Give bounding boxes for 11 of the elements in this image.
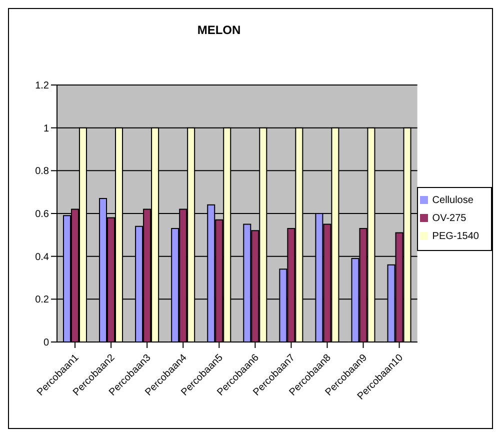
legend-label: Cellulose — [432, 194, 474, 206]
legend-label: PEG-1540 — [432, 230, 479, 242]
y-tick-label: 0.6 — [35, 209, 50, 220]
y-tick-label: 1.2 — [35, 80, 50, 92]
legend-label: OV-275 — [432, 212, 466, 224]
y-tick-label: 0.4 — [35, 252, 50, 263]
y-tick-label: 0.8 — [35, 166, 50, 178]
y-tick-label: 0 — [43, 338, 50, 349]
chart-title: MELON — [196, 23, 242, 37]
y-tick-label: 0.2 — [35, 294, 50, 306]
y-tick-label: 1 — [43, 123, 50, 134]
